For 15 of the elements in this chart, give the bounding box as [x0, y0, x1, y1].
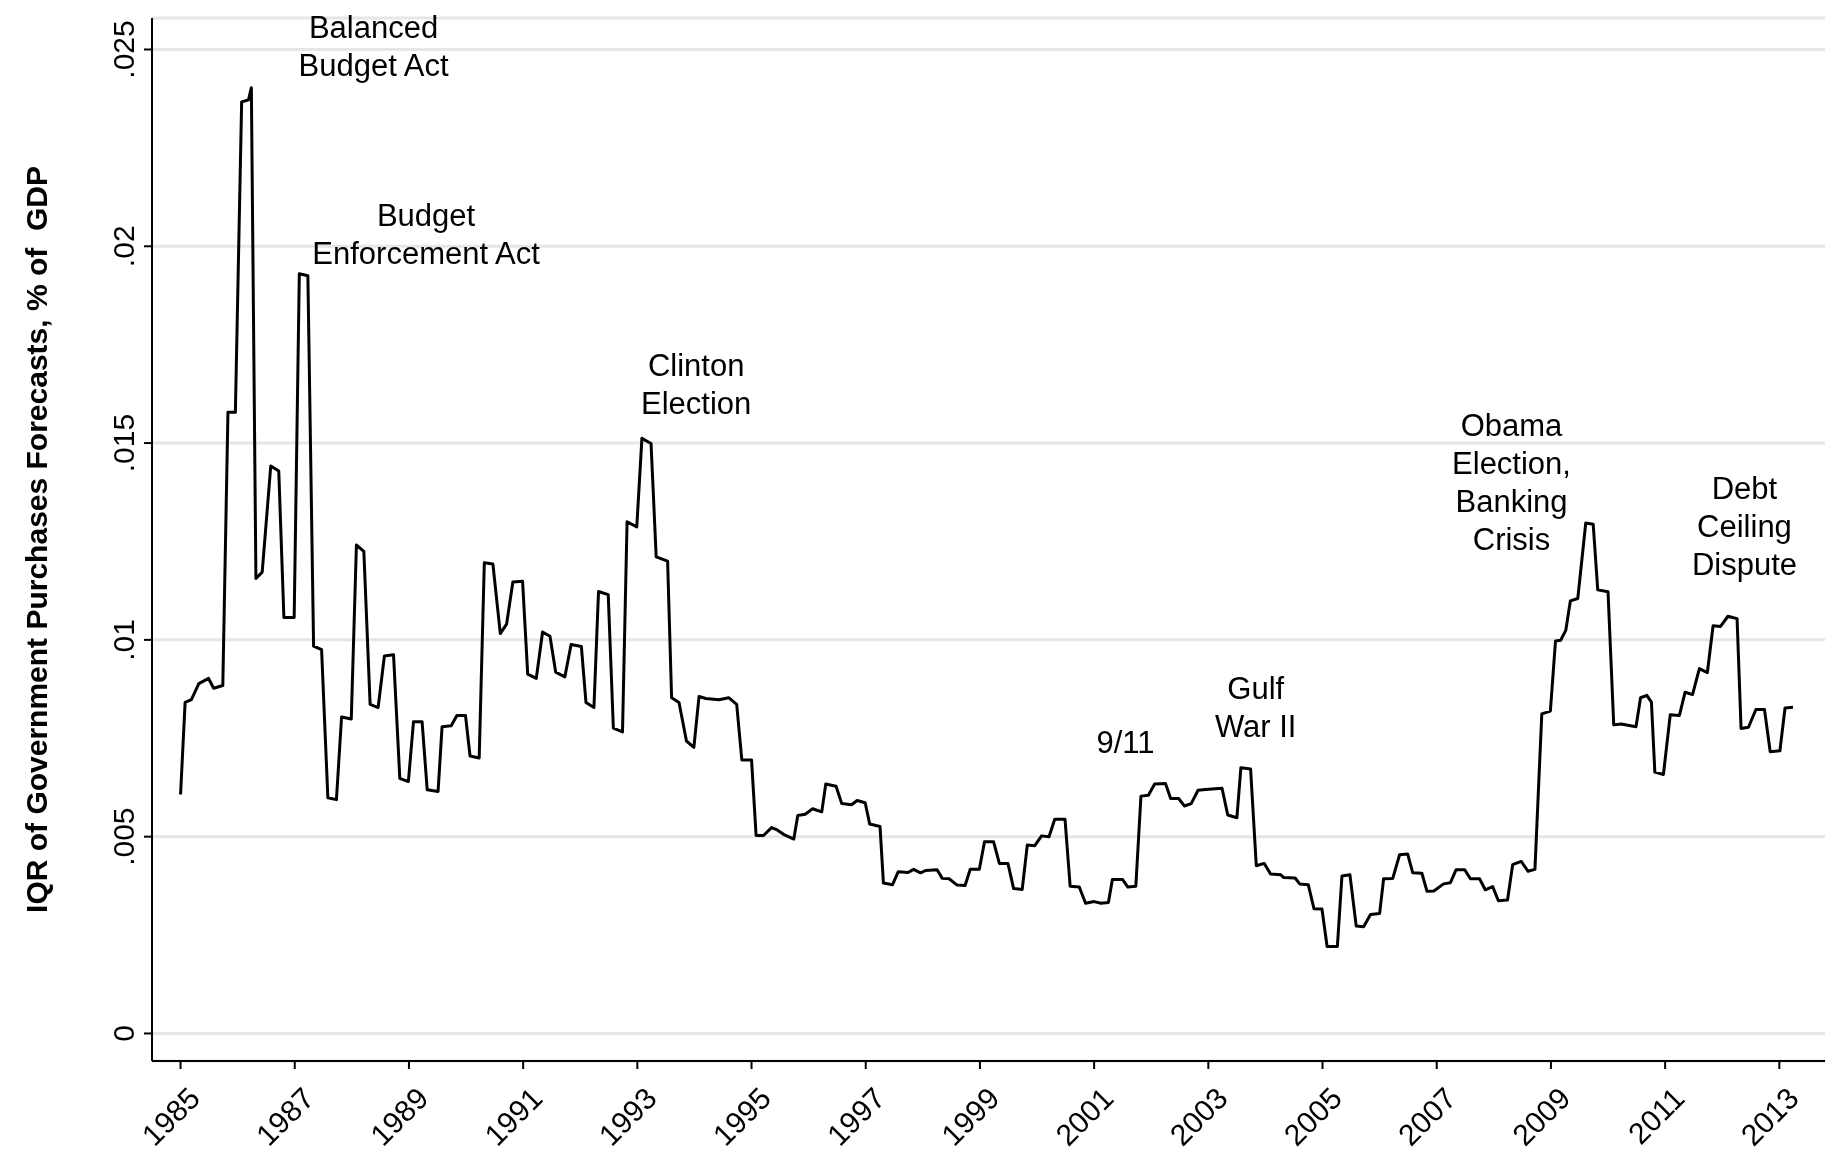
y-tick-label: .005: [107, 807, 140, 866]
y-axis-title: IQR of Government Purchases Forecasts, % of GDP: [19, 166, 53, 913]
annotation: Obama Election, Banking Crisis: [1452, 407, 1571, 557]
y-tick-label: .02: [107, 225, 140, 268]
annotation: 9/11: [1096, 724, 1155, 760]
y-tick-label: .015: [107, 413, 140, 473]
line-series: [179, 86, 1795, 948]
y-tick-label: .025: [107, 20, 140, 79]
annotation: Balanced Budget Act: [298, 9, 449, 83]
y-tick-label: 0: [107, 1025, 140, 1042]
annotation: Gulf War II: [1214, 670, 1297, 744]
annotation: Budget Enforcement Act: [312, 197, 541, 271]
annotation: Clinton Election: [641, 347, 752, 421]
annotation: Debt Ceiling Dispute: [1691, 470, 1798, 582]
y-tick-label: .01: [107, 619, 140, 661]
